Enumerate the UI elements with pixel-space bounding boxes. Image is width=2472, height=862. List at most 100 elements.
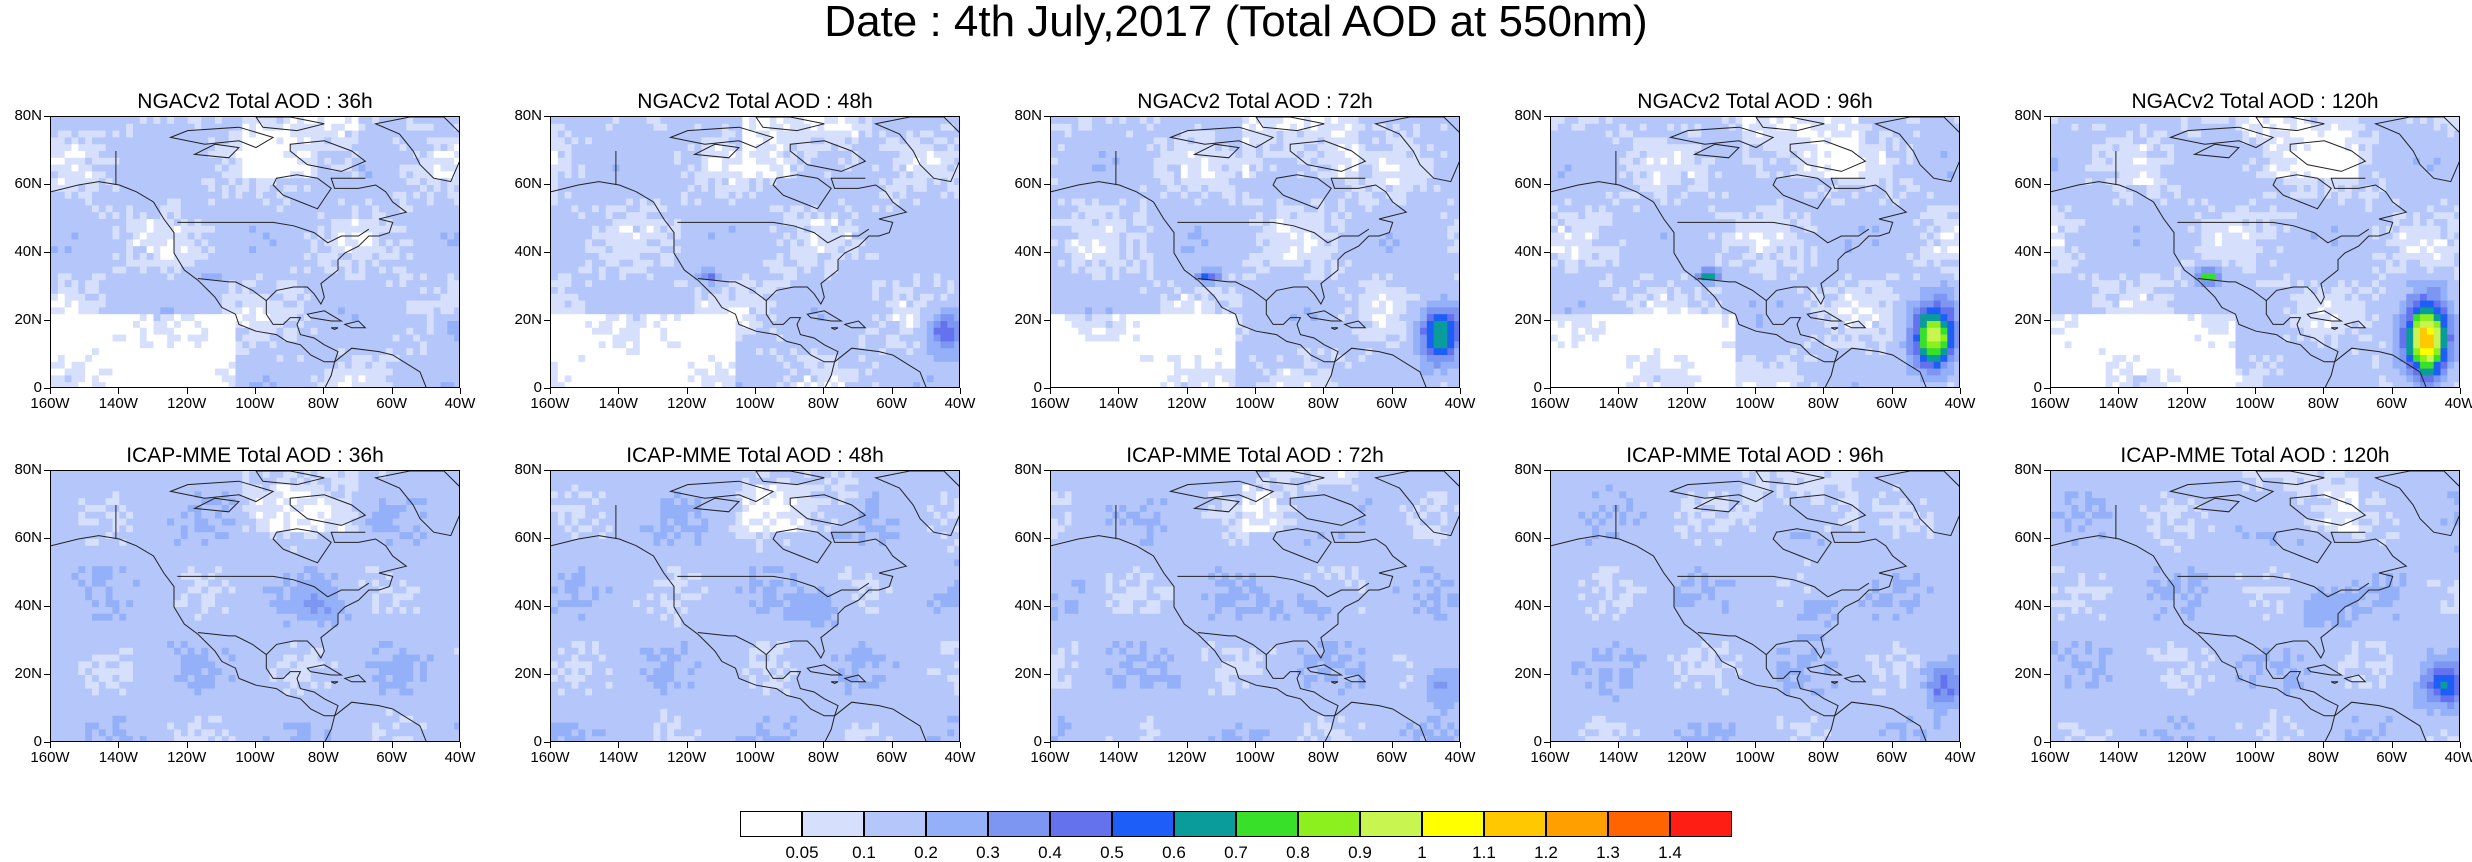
lat-tick-label: 0 — [498, 734, 542, 750]
coastline-south-america — [1324, 347, 1427, 387]
lat-tick-mark — [2044, 742, 2050, 743]
us-canada-border — [1677, 575, 1870, 598]
colorbar-swatch — [1174, 811, 1236, 837]
coastline-greenland — [2373, 471, 2459, 537]
lat-tick-mark — [1044, 252, 1050, 253]
lon-tick-mark — [618, 742, 620, 748]
lat-tick-mark — [44, 184, 50, 185]
coastline-hudson-bay — [772, 174, 832, 210]
coastline-caribbean-island — [2330, 681, 2339, 685]
coastline-south-america — [2324, 347, 2427, 387]
coastline-arctic-island — [255, 117, 325, 132]
coastline-arctic-island — [692, 143, 740, 159]
lon-tick-mark — [460, 742, 461, 748]
us-mexico-border — [697, 278, 767, 302]
coastline-arctic-island — [289, 140, 367, 172]
colorbar-label: 1 — [1397, 844, 1447, 862]
lon-tick-mark — [391, 742, 393, 748]
aod-map — [1550, 116, 1960, 388]
lat-tick-label: 0 — [0, 734, 42, 750]
us-canada-border — [1177, 221, 1370, 244]
colorbar-label: 0.8 — [1273, 844, 1323, 862]
lat-tick-label: 40N — [0, 244, 42, 260]
lat-tick-mark — [44, 320, 50, 321]
lat-tick-mark — [2044, 674, 2050, 675]
lat-tick-label: 60N — [498, 176, 542, 192]
lat-tick-label: 80N — [0, 108, 42, 124]
lon-tick-label: 140W — [1593, 396, 1643, 412]
lat-tick-mark — [1044, 470, 1050, 471]
lon-tick-label: 140W — [593, 750, 643, 766]
coastline — [1551, 531, 1908, 717]
lat-tick-mark — [2044, 184, 2050, 185]
lat-tick-label: 60N — [498, 530, 542, 546]
colorbar-label: 1.1 — [1459, 844, 1509, 862]
lat-tick-mark — [1544, 674, 1550, 675]
lat-tick-label: 20N — [498, 666, 542, 682]
lon-tick-mark — [1618, 388, 1620, 394]
lon-tick-mark — [1323, 742, 1325, 748]
lat-tick-label: 60N — [1998, 176, 2042, 192]
coastline-arctic-island — [168, 480, 275, 503]
coastline-arctic-island — [755, 117, 825, 132]
lon-tick-mark — [186, 388, 188, 394]
coastline-caribbean-island — [1806, 664, 1844, 676]
lat-tick-label: 80N — [0, 462, 42, 478]
lat-tick-mark — [2044, 252, 2050, 253]
coastline-arctic-island — [789, 494, 867, 526]
lon-tick-mark — [960, 388, 961, 394]
lat-tick-mark — [1044, 320, 1050, 321]
lon-tick-mark — [1391, 388, 1393, 394]
lat-tick-label: 20N — [0, 312, 42, 328]
colorbar-swatch — [1050, 811, 1112, 837]
coastline-caribbean-island — [1306, 664, 1344, 676]
coastline-hudson-bay — [1772, 174, 1832, 210]
coastline-caribbean-island — [1306, 310, 1344, 322]
lat-tick-label: 40N — [998, 598, 1042, 614]
lat-tick-label: 40N — [1998, 244, 2042, 260]
lat-tick-label: 80N — [1998, 462, 2042, 478]
lat-tick-label: 20N — [998, 666, 1042, 682]
coastline-arctic-island — [2168, 126, 2275, 149]
coastline-arctic-island — [1192, 143, 1240, 159]
lat-tick-mark — [1044, 184, 1050, 185]
lon-tick-label: 160W — [1525, 396, 1575, 412]
lat-tick-label: 60N — [1998, 530, 2042, 546]
lon-tick-label: 120W — [1162, 750, 1212, 766]
lon-tick-label: 100W — [2230, 396, 2280, 412]
map-panel: ICAP-MME Total AOD : 36h 80N 60N 40N 20N 0 160… — [14, 444, 475, 784]
coastline-arctic-island — [1692, 143, 1740, 159]
us-mexico-border — [1197, 632, 1267, 656]
lon-tick-label: 140W — [593, 396, 643, 412]
panel-title: NGACv2 Total AOD : 120h — [2050, 90, 2460, 114]
coastline-caribbean-island — [843, 320, 867, 329]
coastline-hudson-bay — [772, 528, 832, 564]
lat-tick-label: 80N — [1998, 108, 2042, 124]
lon-tick-mark — [2050, 388, 2051, 394]
lon-tick-mark — [2323, 742, 2325, 748]
us-canada-border — [1677, 221, 1870, 244]
aod-map — [1050, 116, 1460, 388]
coastline-south-america — [324, 701, 427, 741]
lon-tick-mark — [686, 742, 688, 748]
coastline-arctic-island — [1289, 494, 1367, 526]
lon-tick-mark — [2323, 388, 2325, 394]
colorbar-label: 0.9 — [1335, 844, 1385, 862]
coastline-hudson-bay — [1272, 528, 1332, 564]
aod-field — [51, 471, 459, 741]
lat-tick-mark — [44, 388, 50, 389]
coastline-south-america — [1324, 701, 1427, 741]
coastline-arctic-island — [1692, 497, 1740, 513]
aod-map — [1550, 470, 1960, 742]
coastline-caribbean-island — [330, 681, 339, 685]
lat-tick-label: 0 — [498, 380, 542, 396]
lon-tick-mark — [1960, 388, 1961, 394]
coastline-greenland — [1873, 471, 1959, 537]
lat-tick-label: 0 — [1498, 734, 1542, 750]
lon-tick-label: 40W — [2435, 750, 2472, 766]
coastline-caribbean-island — [306, 310, 344, 322]
us-mexico-border — [1197, 278, 1267, 302]
colorbar-label: 0.2 — [901, 844, 951, 862]
coastline-arctic-island — [192, 143, 240, 159]
lon-tick-mark — [1255, 388, 1256, 394]
